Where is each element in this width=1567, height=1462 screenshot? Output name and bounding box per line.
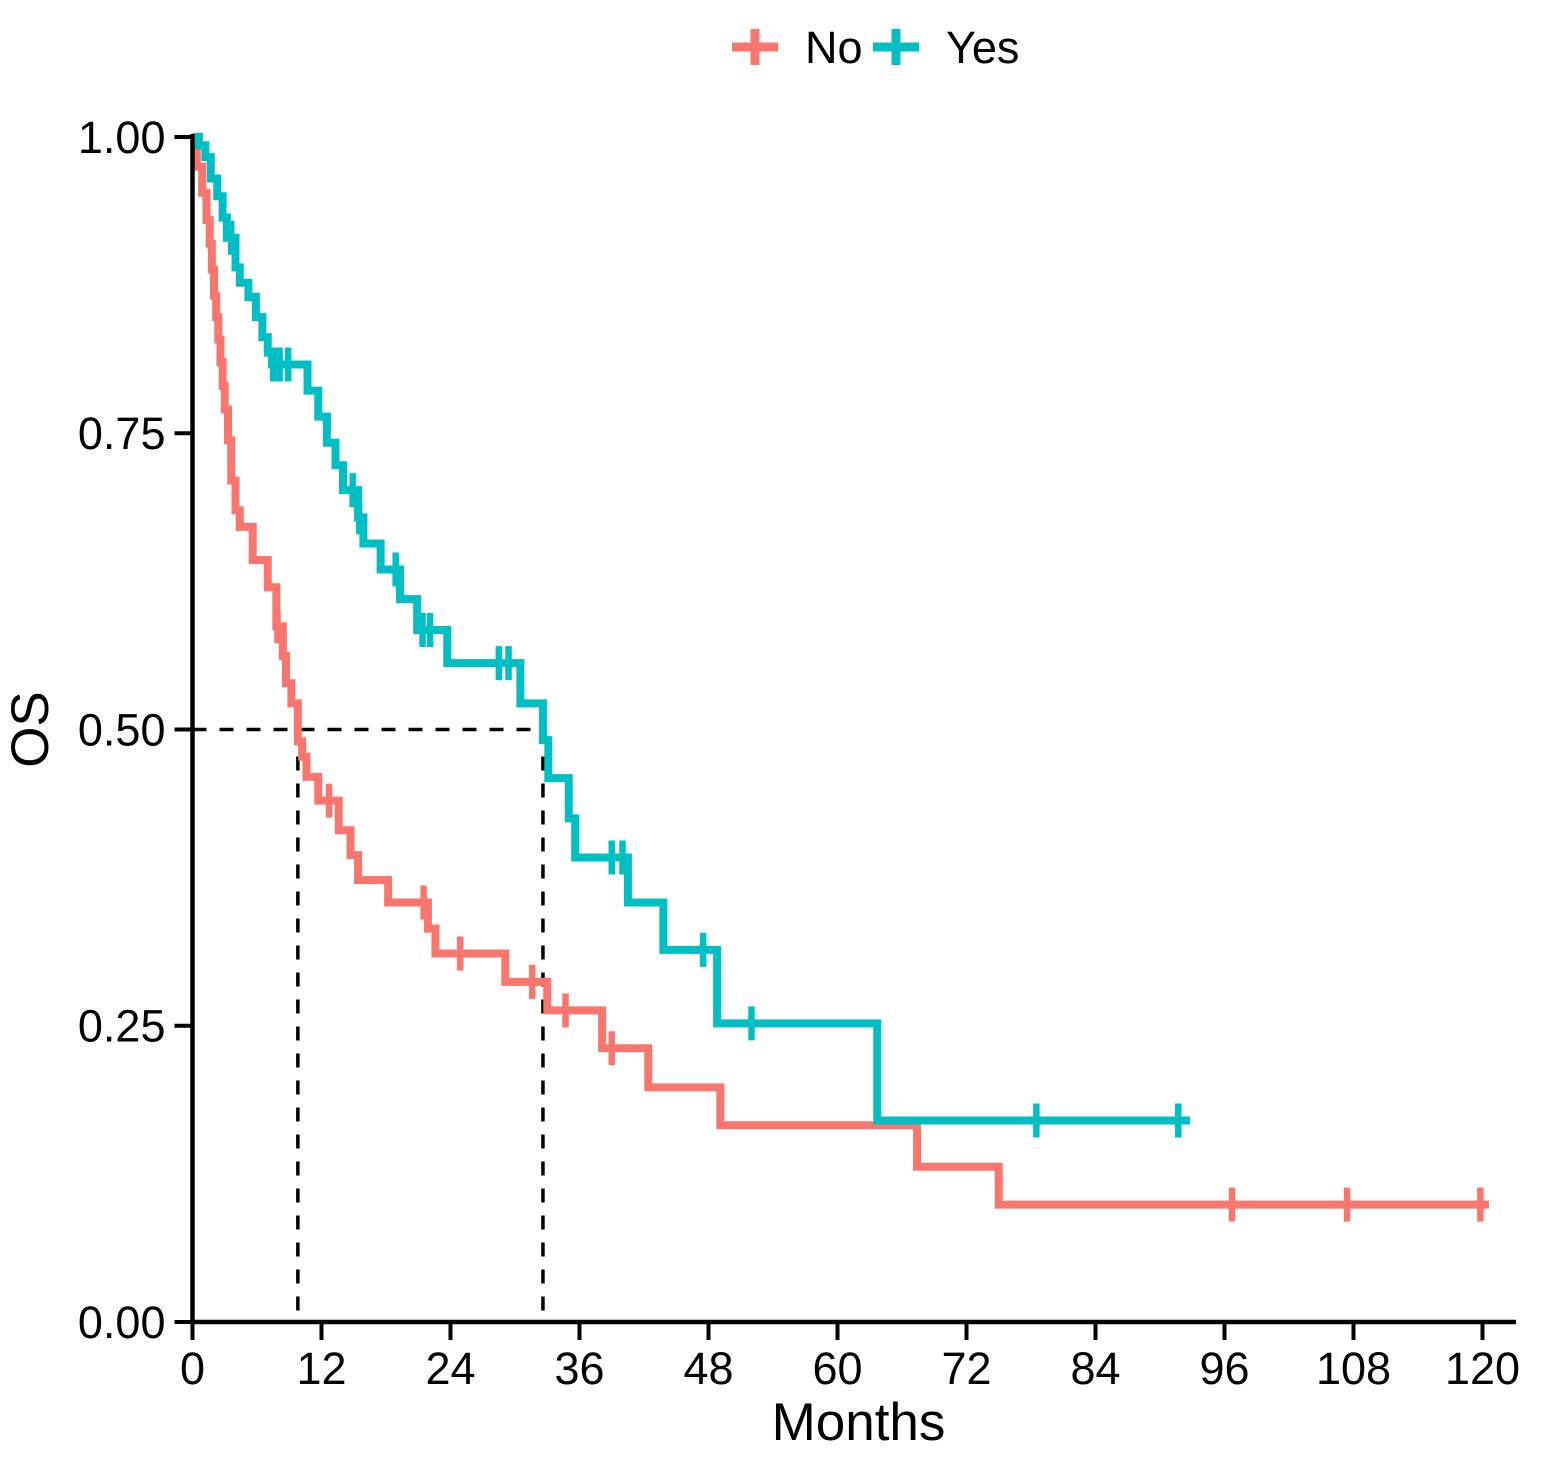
median-guides — [192, 727, 545, 1322]
x-tick-label: 108 — [1316, 1343, 1391, 1394]
y-tick-label: 0.00 — [78, 1297, 166, 1348]
x-tick-label: 48 — [683, 1343, 733, 1394]
x-axis-title: Months — [772, 1393, 946, 1452]
x-ticks: 0 12 24 36 48 60 72 84 96 108 120 — [180, 1322, 1520, 1394]
legend-item-yes: Yes — [873, 22, 1019, 73]
x-tick-label: 84 — [1070, 1343, 1120, 1394]
y-tick-label: 0.50 — [78, 704, 166, 755]
x-tick-label: 12 — [296, 1343, 346, 1394]
y-tick-label: 1.00 — [78, 112, 166, 163]
x-tick-label: 36 — [554, 1343, 604, 1394]
x-tick-label: 24 — [425, 1343, 475, 1394]
series-yes-censor-marks — [227, 220, 1182, 1138]
x-tick-label: 60 — [812, 1343, 862, 1394]
series-no-censor-marks — [274, 609, 1484, 1222]
legend-label: No — [805, 22, 863, 73]
series-yes-curve — [192, 133, 1191, 1125]
x-tick-label: 96 — [1199, 1343, 1249, 1394]
y-tick-label: 0.75 — [78, 408, 166, 459]
series-yes — [192, 133, 1191, 1138]
series-no — [192, 133, 1489, 1222]
x-tick-label: 120 — [1445, 1343, 1520, 1394]
legend: No Yes — [732, 22, 1019, 73]
y-axis-title: OS — [1, 691, 60, 768]
y-ticks: 0.00 0.25 0.50 0.75 1.00 — [78, 112, 193, 1348]
legend-item-no: No — [732, 22, 863, 73]
legend-label: Yes — [946, 22, 1019, 73]
x-tick-label: 72 — [941, 1343, 991, 1394]
x-tick-label: 0 — [180, 1343, 205, 1394]
series-no-curve — [192, 133, 1489, 1209]
y-tick-label: 0.25 — [78, 1001, 166, 1052]
